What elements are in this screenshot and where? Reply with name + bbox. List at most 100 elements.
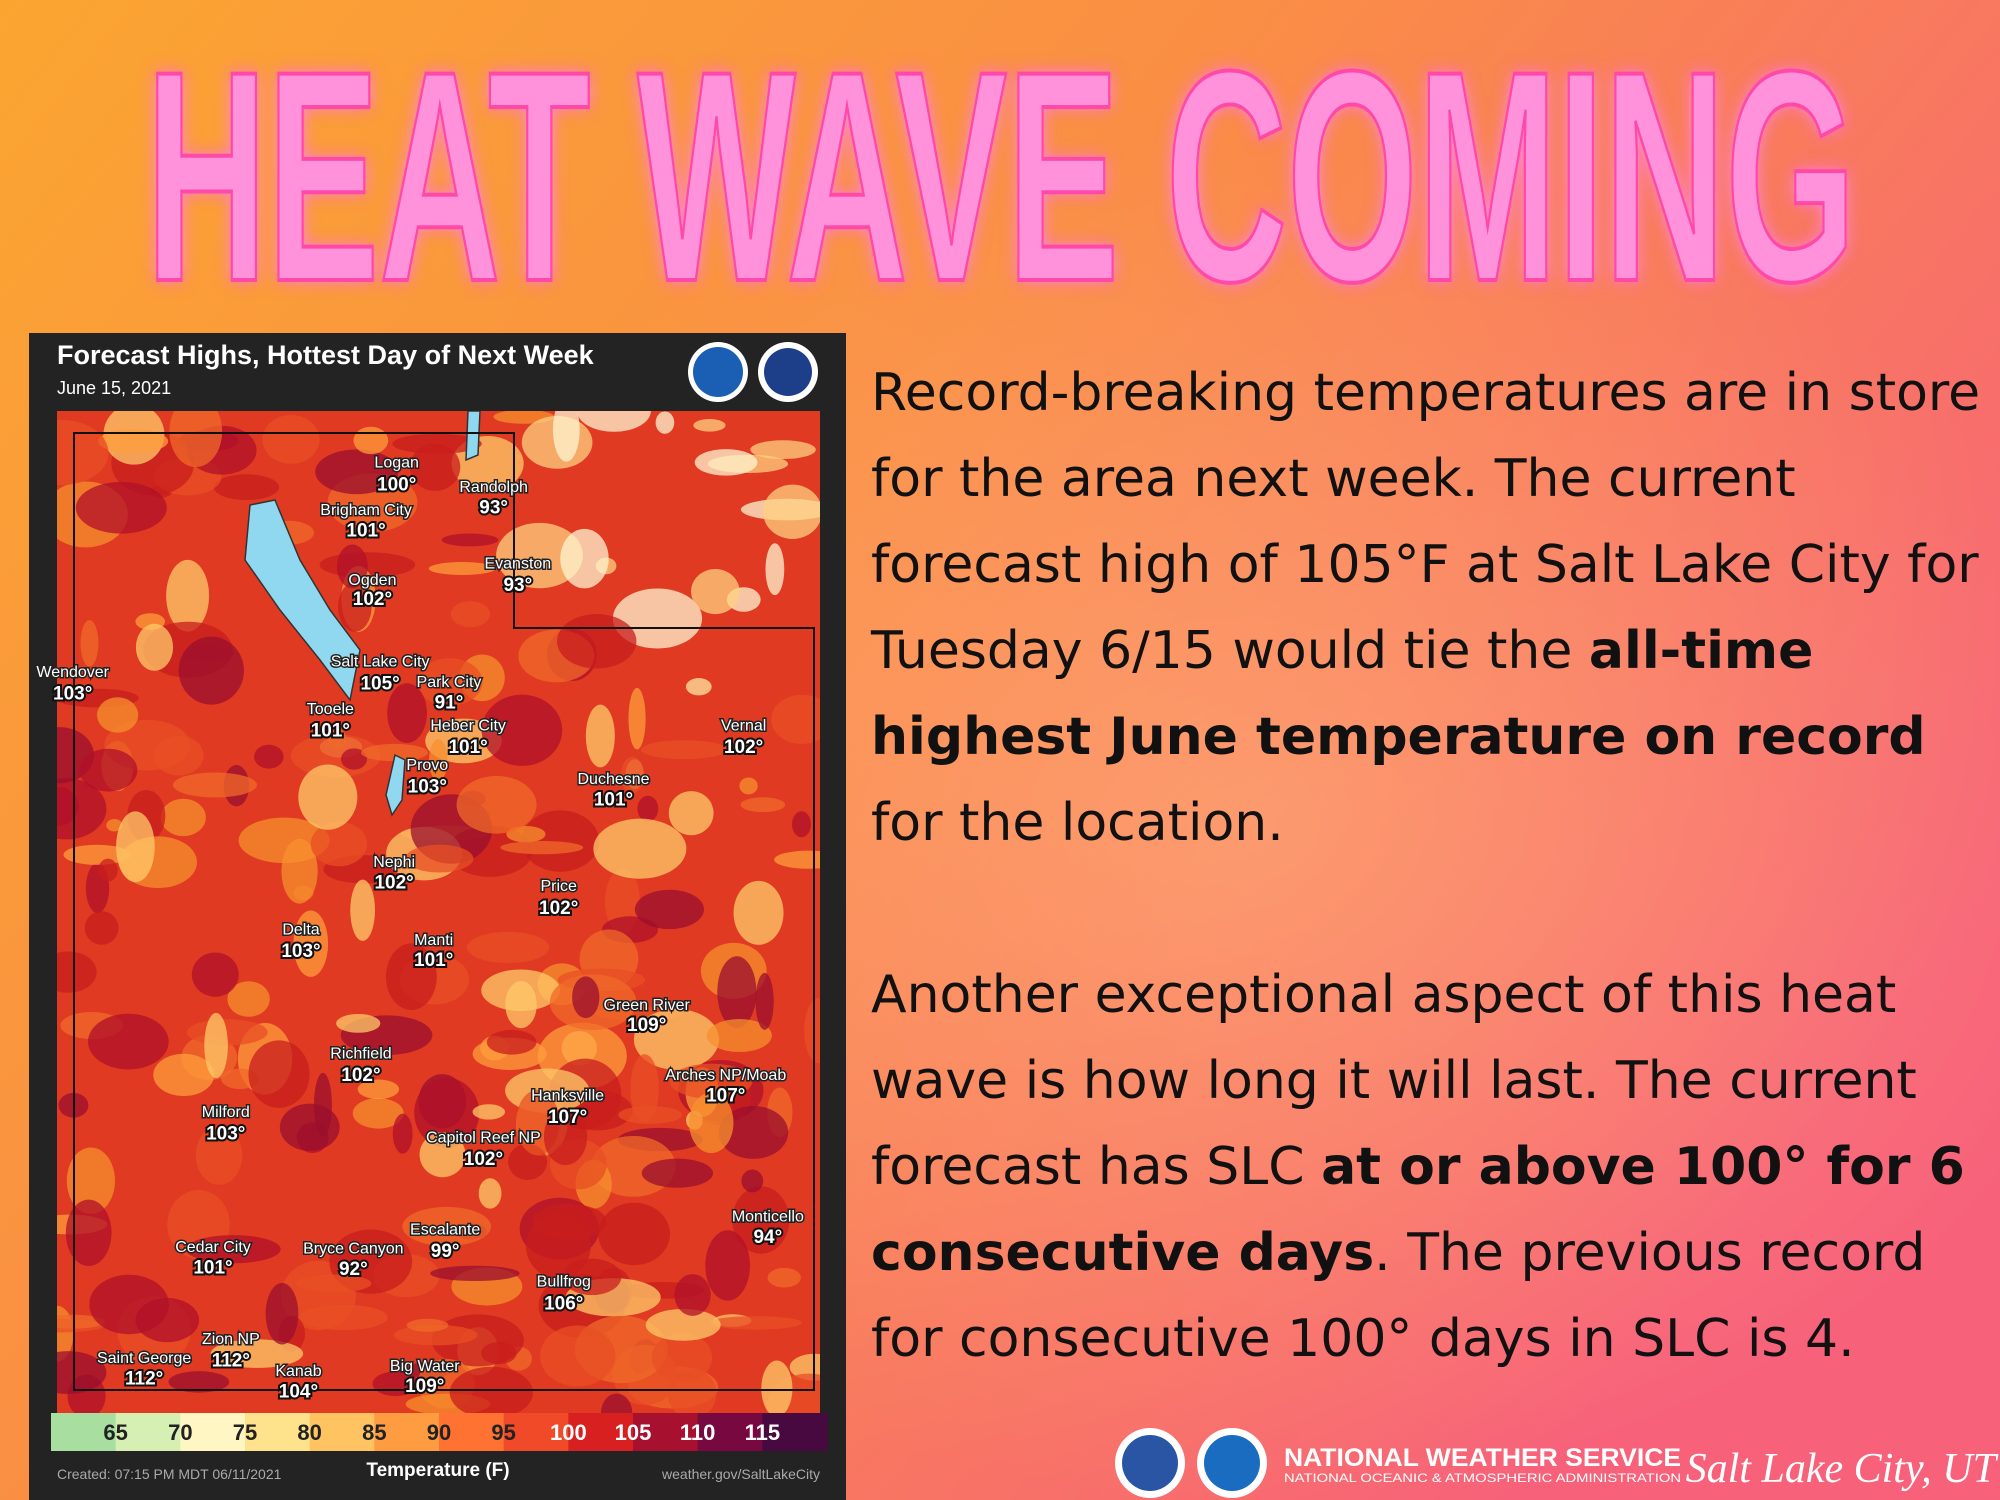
terrain [419,1132,466,1178]
city-temp: 102° [353,589,392,610]
terrain [63,844,131,865]
terrain [709,1316,802,1330]
terrain [160,798,206,837]
terrain [628,687,646,750]
city-name: Tooele [307,701,354,718]
terrain [75,481,167,534]
city-name: Salt Lake City [331,654,430,671]
city-name: Cedar City [175,1239,251,1256]
terrain [496,522,583,589]
city-temp: 107° [548,1107,587,1128]
terrain [315,449,399,495]
terrain [57,951,97,993]
city-name: Heber City [430,717,506,734]
city-temp: 103° [408,777,447,798]
terrain [360,743,429,762]
terrain [168,1371,230,1393]
terrain [685,678,712,696]
city-name: Monticello [732,1209,804,1226]
terrain [593,818,687,879]
terrain [79,748,138,792]
terrain [689,1092,734,1154]
bear-lake [465,411,481,462]
terrain [416,658,483,706]
terrain [248,1040,310,1108]
scale-swatch [439,1413,505,1451]
terrain [481,694,563,766]
terrain [402,1206,492,1247]
terrain [185,1235,281,1264]
city-temp: 105° [360,673,399,694]
terrain [572,976,600,1019]
terrain [478,1178,502,1209]
terrain [804,997,820,1064]
terrain [169,411,223,468]
terrain [585,704,615,768]
terrain [57,1314,105,1329]
terrain [556,614,637,669]
city-name: Provo [406,757,448,774]
city-name: Manti [414,932,453,949]
terrain [755,972,774,1030]
city-temp: 101° [193,1258,232,1279]
city-name: Saint George [97,1350,191,1367]
terrain [227,981,270,1017]
terrain [791,811,811,838]
terrain [706,1019,772,1053]
terrain [693,419,726,432]
terrain [691,569,740,615]
city-temp: 94° [753,1227,782,1248]
terrain [97,697,139,733]
terrain [466,931,550,964]
terrain [293,910,329,977]
terrain [620,756,644,794]
city-temp: 93° [479,497,508,518]
terrain [761,1360,793,1413]
terrain [313,1072,332,1137]
terrain [254,744,284,769]
terrain [562,1258,622,1296]
city-temp: 103° [53,684,92,705]
terrain [430,1265,520,1282]
terrain [732,1186,790,1254]
city-temp: 102° [374,872,413,893]
city-temp: 101° [448,737,487,758]
terrain [65,1199,112,1267]
city-temp: 109° [405,1376,444,1397]
terrain [213,474,280,501]
terrain [66,1147,115,1214]
city-temp: 101° [594,789,633,810]
terrain [353,426,389,455]
map-date: June 15, 2021 [57,378,171,398]
terrain [739,777,758,795]
utah-lake [385,753,406,817]
city-name: Delta [282,922,319,939]
terrain [612,588,703,649]
terrain [532,1203,607,1240]
scale-tick: 85 [362,1420,386,1445]
scale-swatch [51,1413,117,1451]
terrain [633,1009,720,1070]
terrain [521,810,600,872]
terrain [135,623,174,671]
terrain [338,582,372,632]
terrain [88,1013,169,1070]
terrain [352,1098,404,1129]
source: weather.gov/SaltLakeCity [661,1466,820,1482]
terrain [505,981,537,1029]
terrain [750,440,816,460]
scale-swatch [309,1413,375,1451]
terrain [89,1274,169,1335]
location-signature: Salt Lake City, UT [1686,1446,1999,1492]
terrain [763,484,820,539]
terrain [641,740,728,760]
city-temp: 102° [341,1065,380,1086]
great-salt-lake [244,499,361,702]
terrain [281,838,318,904]
terrain [552,411,580,462]
city-name: Big Water [390,1358,460,1375]
city-name: Arches NP/Moab [665,1067,786,1084]
terrain [57,420,109,486]
city-name: Bullfrog [537,1274,591,1291]
